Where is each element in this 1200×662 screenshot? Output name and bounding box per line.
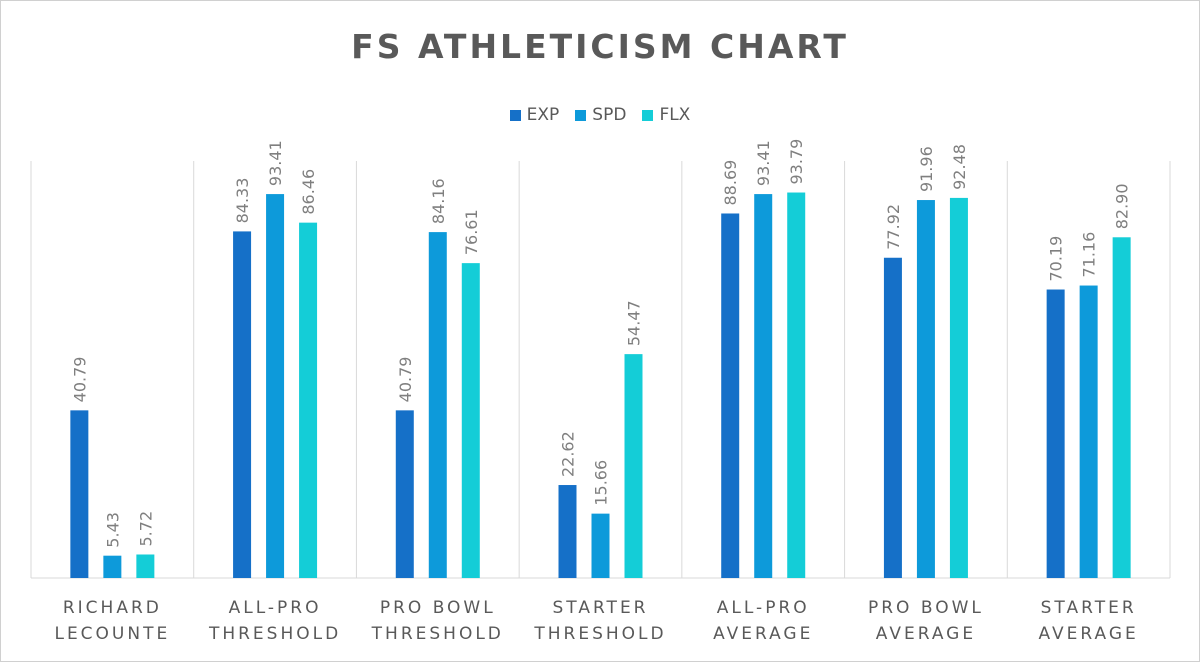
category-label-0-line-1: LECOUNTE [54, 624, 170, 644]
data-label-flx-6: 82.90 [1113, 183, 1132, 229]
bar-spd-3 [591, 513, 610, 578]
data-label-exp-2: 40.79 [396, 357, 415, 403]
data-label-exp-6: 70.19 [1047, 236, 1066, 282]
bar-exp-2 [395, 410, 414, 578]
data-label-exp-5: 77.92 [884, 204, 903, 250]
legend-swatch-exp [509, 109, 521, 121]
category-label-2-line-1: THRESHOLD [371, 624, 504, 644]
data-label-spd-0: 5.43 [103, 512, 122, 548]
legend-label-exp: EXP [526, 105, 560, 125]
category-label-1-line-1: THRESHOLD [208, 624, 341, 644]
bar-exp-1 [233, 231, 252, 579]
data-label-flx-2: 76.61 [462, 209, 481, 255]
data-label-exp-3: 22.62 [559, 431, 578, 477]
data-label-flx-1: 86.46 [299, 169, 318, 215]
data-label-spd-5: 91.96 [917, 146, 936, 192]
data-label-flx-4: 93.79 [787, 139, 806, 185]
bar-flx-2 [461, 263, 480, 578]
category-label-6-line-0: STARTER [1041, 598, 1137, 618]
bar-spd-1 [266, 194, 285, 578]
bar-flx-5 [949, 197, 968, 578]
data-label-spd-3: 15.66 [592, 460, 611, 506]
bar-flx-1 [299, 222, 318, 578]
data-label-exp-0: 40.79 [70, 357, 89, 403]
category-label-5-line-0: PRO BOWL [868, 598, 984, 618]
legend-item-flx: FLX [642, 105, 690, 125]
category-label-0-line-0: RICHARD [63, 598, 162, 618]
legend-swatch-flx [642, 109, 654, 121]
legend-label-spd: SPD [592, 105, 627, 125]
data-label-spd-2: 84.16 [429, 178, 448, 224]
bar-flx-3 [624, 354, 643, 578]
data-label-exp-1: 84.33 [233, 178, 252, 224]
category-label-6-line-1: AVERAGE [1039, 624, 1139, 644]
data-label-spd-6: 71.16 [1080, 232, 1099, 278]
data-label-flx-0: 5.72 [136, 511, 155, 547]
bar-exp-4 [721, 213, 740, 578]
bar-spd-6 [1079, 285, 1098, 578]
bar-flx-4 [787, 192, 806, 578]
category-label-5-line-1: AVERAGE [876, 624, 976, 644]
category-label-4-line-1: AVERAGE [713, 624, 813, 644]
data-label-flx-3: 54.47 [625, 300, 644, 346]
bar-spd-2 [428, 232, 447, 578]
bar-flx-0 [136, 554, 155, 578]
data-label-flx-5: 92.48 [950, 144, 969, 190]
legend-label-flx: FLX [659, 105, 691, 125]
chart-legend: EXP SPD FLX [1, 105, 1199, 125]
bar-spd-0 [103, 555, 122, 578]
bar-flx-6 [1112, 237, 1131, 578]
data-label-exp-4: 88.69 [721, 160, 740, 206]
category-label-2-line-0: PRO BOWL [380, 598, 496, 618]
legend-item-spd: SPD [575, 105, 626, 125]
data-label-spd-1: 93.41 [266, 140, 285, 186]
category-label-3-line-1: THRESHOLD [533, 624, 666, 644]
bar-exp-6 [1046, 289, 1065, 578]
bar-exp-3 [558, 485, 577, 578]
category-label-4-line-0: ALL-PRO [717, 598, 810, 618]
bar-spd-4 [754, 194, 773, 578]
bar-exp-0 [70, 410, 89, 578]
category-label-3-line-0: STARTER [553, 598, 649, 618]
bar-spd-5 [916, 200, 935, 578]
legend-item-exp: EXP [509, 105, 560, 125]
bar-exp-5 [883, 257, 902, 578]
chart-title: FS ATHLETICISM CHART [351, 27, 849, 66]
category-label-1-line-0: ALL-PRO [229, 598, 322, 618]
data-label-spd-4: 93.41 [754, 140, 773, 186]
legend-swatch-spd [575, 109, 587, 121]
